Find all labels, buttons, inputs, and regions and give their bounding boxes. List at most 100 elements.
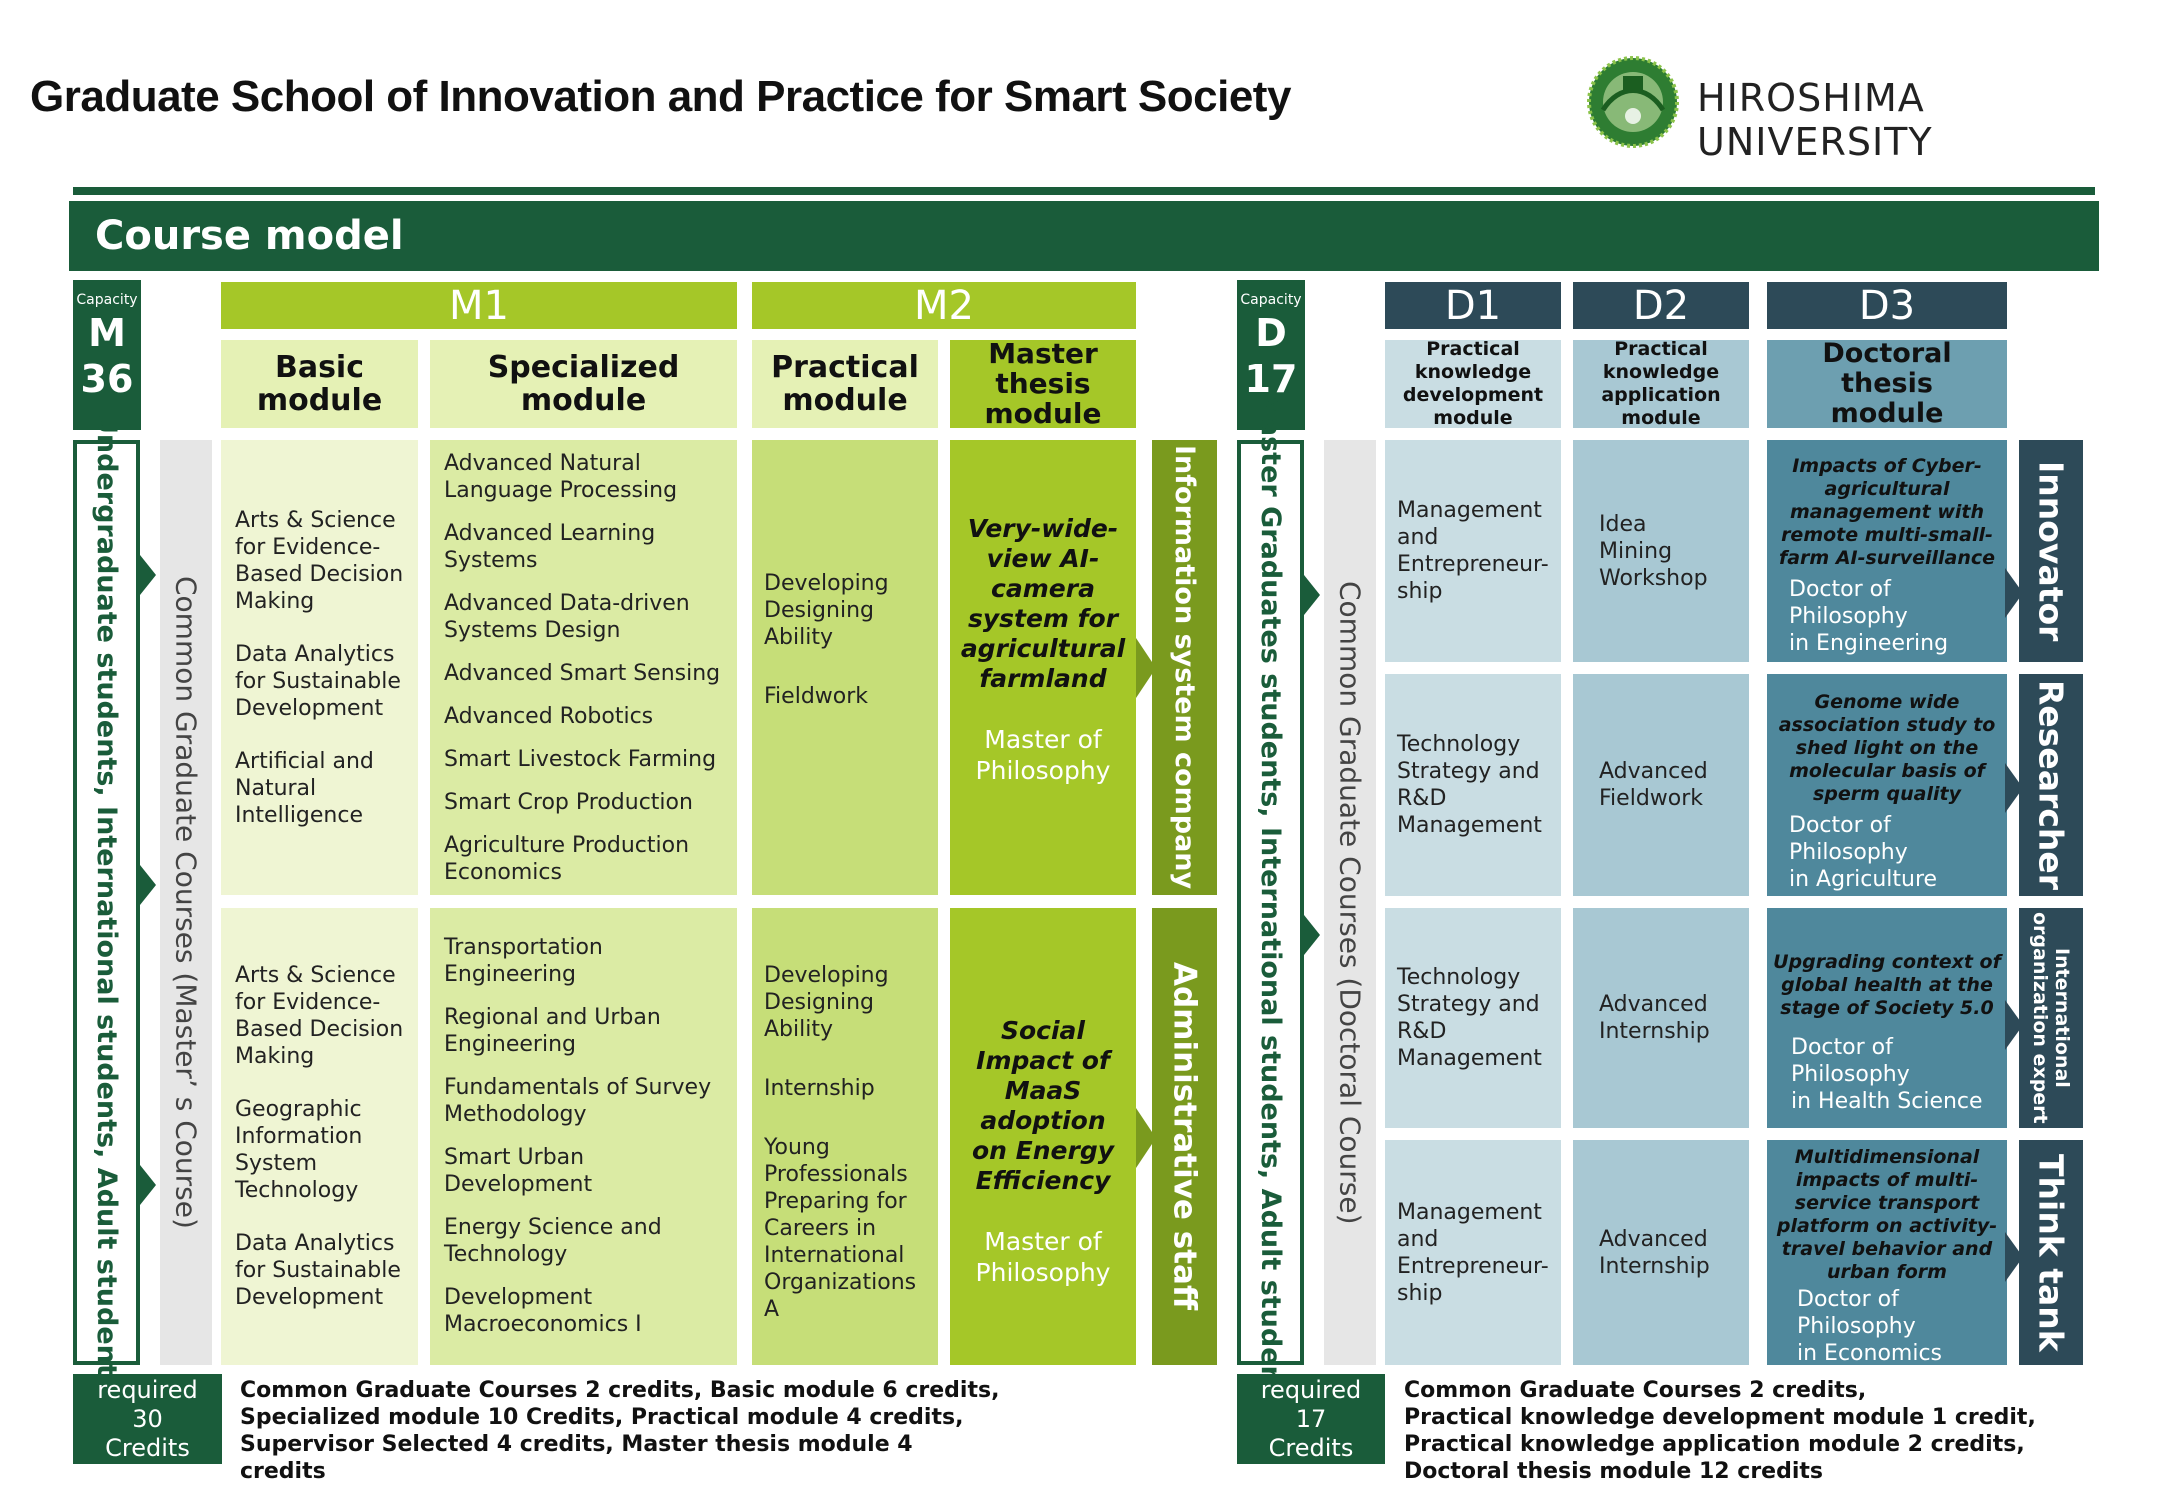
track1-specialized-cell: Advanced Natural Language Processing Adv… — [430, 440, 737, 895]
list-item: Internship — [764, 1076, 875, 1101]
page-title: Graduate School of Innovation and Practi… — [30, 72, 1291, 121]
list-item: Advanced Natural Language Processing — [444, 451, 678, 503]
master-common-courses-box: Common Graduate Courses (Master’ s Cours… — [160, 440, 212, 1365]
master-credits-text: Common Graduate Courses 2 credits, Basic… — [240, 1378, 1000, 1484]
university-name: HIROSHIMA UNIVERSITY — [1697, 76, 1933, 164]
list-item: Developing Designing Ability — [764, 571, 889, 650]
d3-thesis-cell: Impacts of Cyber- agricultural managemen… — [1767, 440, 2007, 662]
d1-cell: Technology Strategy and R&D Management — [1385, 908, 1561, 1128]
master-students-arrows — [136, 550, 156, 1210]
degree-label: Doctor of Philosophy in Agriculture — [1789, 813, 1938, 892]
list-item: Fundamentals of Survey Methodology — [444, 1075, 712, 1127]
list-item: Geographic Information System Technology — [235, 1097, 363, 1203]
d-row2-arrow-icon — [2005, 763, 2023, 813]
career-label: International organization expert — [2029, 912, 2073, 1124]
university-emblem-icon — [1587, 56, 1679, 148]
list-item: Arts & Science for Evidence- Based Decis… — [235, 507, 404, 614]
master-common-courses-label: Common Graduate Courses (Master’ s Cours… — [169, 576, 203, 1229]
career-label: Innovator — [2031, 460, 2071, 642]
list-item: Regional and Urban Engineering — [444, 1005, 661, 1057]
module-header-master-thesis: Master thesis module — [950, 339, 1136, 429]
doctor-capacity-number: 17 — [1244, 357, 1298, 401]
track2-practical-cell: Developing Designing Ability Internship … — [752, 908, 938, 1365]
d2-cell: Advanced Internship — [1573, 908, 1749, 1128]
module-header-practical: Practical module — [752, 340, 938, 428]
career-box-track1: Information system company — [1152, 440, 1217, 895]
thesis-title: Multidimensional impacts of multi- servi… — [1776, 1146, 1998, 1283]
track2-arrow-icon — [1136, 1108, 1156, 1168]
list-item: Transportation Engineering — [444, 935, 603, 987]
module-header-knowledge-development: Practical knowledge development module — [1385, 338, 1561, 429]
track2-basic-cell: Arts & Science for Evidence- Based Decis… — [221, 908, 418, 1365]
career-box-researcher: Researcher — [2019, 674, 2083, 896]
master-capacity-label: Capacity — [76, 292, 138, 308]
doctor-students-box: Master Graduates students, International… — [1237, 391, 1304, 1414]
career-box-innovator: Innovator — [2019, 440, 2083, 662]
d1-cell: Management and Entrepreneur- ship — [1385, 440, 1561, 662]
thesis-title: Upgrading context of global health at th… — [1773, 951, 2001, 1019]
d1-cell: Management and Entrepreneur- ship — [1385, 1140, 1561, 1365]
doctor-program-letter: D — [1255, 311, 1287, 355]
banner-title: Course model — [95, 213, 404, 259]
list-item: Smart Urban Development — [444, 1145, 593, 1197]
degree-label: Doctor of Philosophy in Engineering — [1789, 577, 1949, 656]
list-item: Energy Science and Technology — [444, 1215, 662, 1267]
track1-thesis-cell: Very-wide- view AI- camera system for ag… — [950, 440, 1136, 895]
list-item: Fieldwork — [764, 684, 869, 709]
list-item: Artificial and Natural Intelligence — [235, 748, 374, 828]
list-item: Arts & Science for Evidence- Based Decis… — [235, 963, 404, 1069]
thesis-title: Impacts of Cyber- agricultural managemen… — [1778, 455, 1996, 569]
track2-thesis-cell: Social Impact of MaaS adoption on Energy… — [950, 908, 1136, 1365]
career-box-think-tank: Think tank — [2019, 1140, 2083, 1365]
career-label: Administrative staff — [1166, 962, 1203, 1311]
list-item: Advanced Robotics — [444, 704, 654, 729]
year-header-d3: D3 — [1767, 282, 2007, 329]
doctor-capacity-box: Capacity D 17 — [1237, 280, 1305, 430]
module-header-specialized: Specialized module — [430, 340, 737, 428]
doctor-common-courses-box: Common Graduate Courses (Doctoral Course… — [1324, 440, 1376, 1365]
list-item: Agriculture Production Economics — [444, 833, 690, 885]
career-label: Think tank — [2031, 1153, 2071, 1352]
doctor-capacity-label: Capacity — [1240, 292, 1302, 308]
doctor-common-courses-label: Common Graduate Courses (Doctoral Course… — [1333, 580, 1367, 1225]
career-label: Information system company — [1169, 445, 1200, 890]
degree-label: Doctor of Philosophy in Economics — [1797, 1287, 1943, 1366]
year-header-m2: M2 — [752, 282, 1136, 329]
course-model-banner: Course model — [69, 201, 2099, 271]
list-item: Smart Crop Production — [444, 790, 693, 815]
list-item: Advanced Learning Systems — [444, 521, 656, 573]
thesis-title: Genome wide association study to shed li… — [1778, 691, 1996, 805]
list-item: Young Professionals Preparing for Career… — [764, 1135, 917, 1322]
d2-cell: Idea Mining Workshop — [1573, 440, 1749, 662]
degree-label: Master of Philosophy — [975, 1227, 1111, 1287]
year-header-m1: M1 — [221, 282, 737, 329]
career-label: Researcher — [2031, 679, 2071, 891]
d3-thesis-cell: Upgrading context of global health at th… — [1767, 908, 2007, 1128]
thesis-title: Very-wide- view AI- camera system for ag… — [960, 514, 1126, 693]
d2-cell: Advanced Internship — [1573, 1140, 1749, 1365]
master-students-label: Undergraduate students, International st… — [91, 412, 122, 1393]
d2-cell: Advanced Fieldwork — [1573, 674, 1749, 896]
module-header-doctoral-thesis: Doctoral thesis module — [1767, 339, 2007, 429]
d1-cell: Technology Strategy and R&D Management — [1385, 674, 1561, 896]
doctor-students-label: Master Graduates students, International… — [1255, 391, 1286, 1414]
list-item: Data Analytics for Sustainable Developme… — [235, 641, 401, 721]
year-header-d2: D2 — [1573, 282, 1749, 329]
master-required-credits-box: required 30 Credits — [73, 1374, 222, 1464]
list-item: Developing Designing Ability — [764, 963, 889, 1042]
degree-label: Master of Philosophy — [975, 725, 1111, 785]
track2-specialized-cell: Transportation Engineering Regional and … — [430, 908, 737, 1365]
career-box-track2: Administrative staff — [1152, 908, 1217, 1365]
list-item: Development Macroeconomics Ⅰ — [444, 1285, 642, 1337]
list-item: Advanced Data-driven Systems Design — [444, 591, 690, 643]
module-header-knowledge-application: Practical knowledge application module — [1573, 338, 1749, 429]
module-header-basic: Basic module — [221, 340, 418, 428]
master-capacity-number: 36 — [80, 357, 134, 401]
doctor-students-arrows — [1300, 570, 1320, 960]
career-box-international-expert: International organization expert — [2019, 908, 2083, 1128]
degree-label: Doctor of Philosophy in Health Science — [1791, 1035, 1983, 1114]
list-item: Data Analytics for Sustainable Developme… — [235, 1231, 401, 1310]
d-row1-arrow-icon — [2005, 568, 2023, 618]
master-program-letter: M — [88, 311, 126, 355]
track1-practical-cell: Developing Designing Ability Fieldwork — [752, 440, 938, 895]
